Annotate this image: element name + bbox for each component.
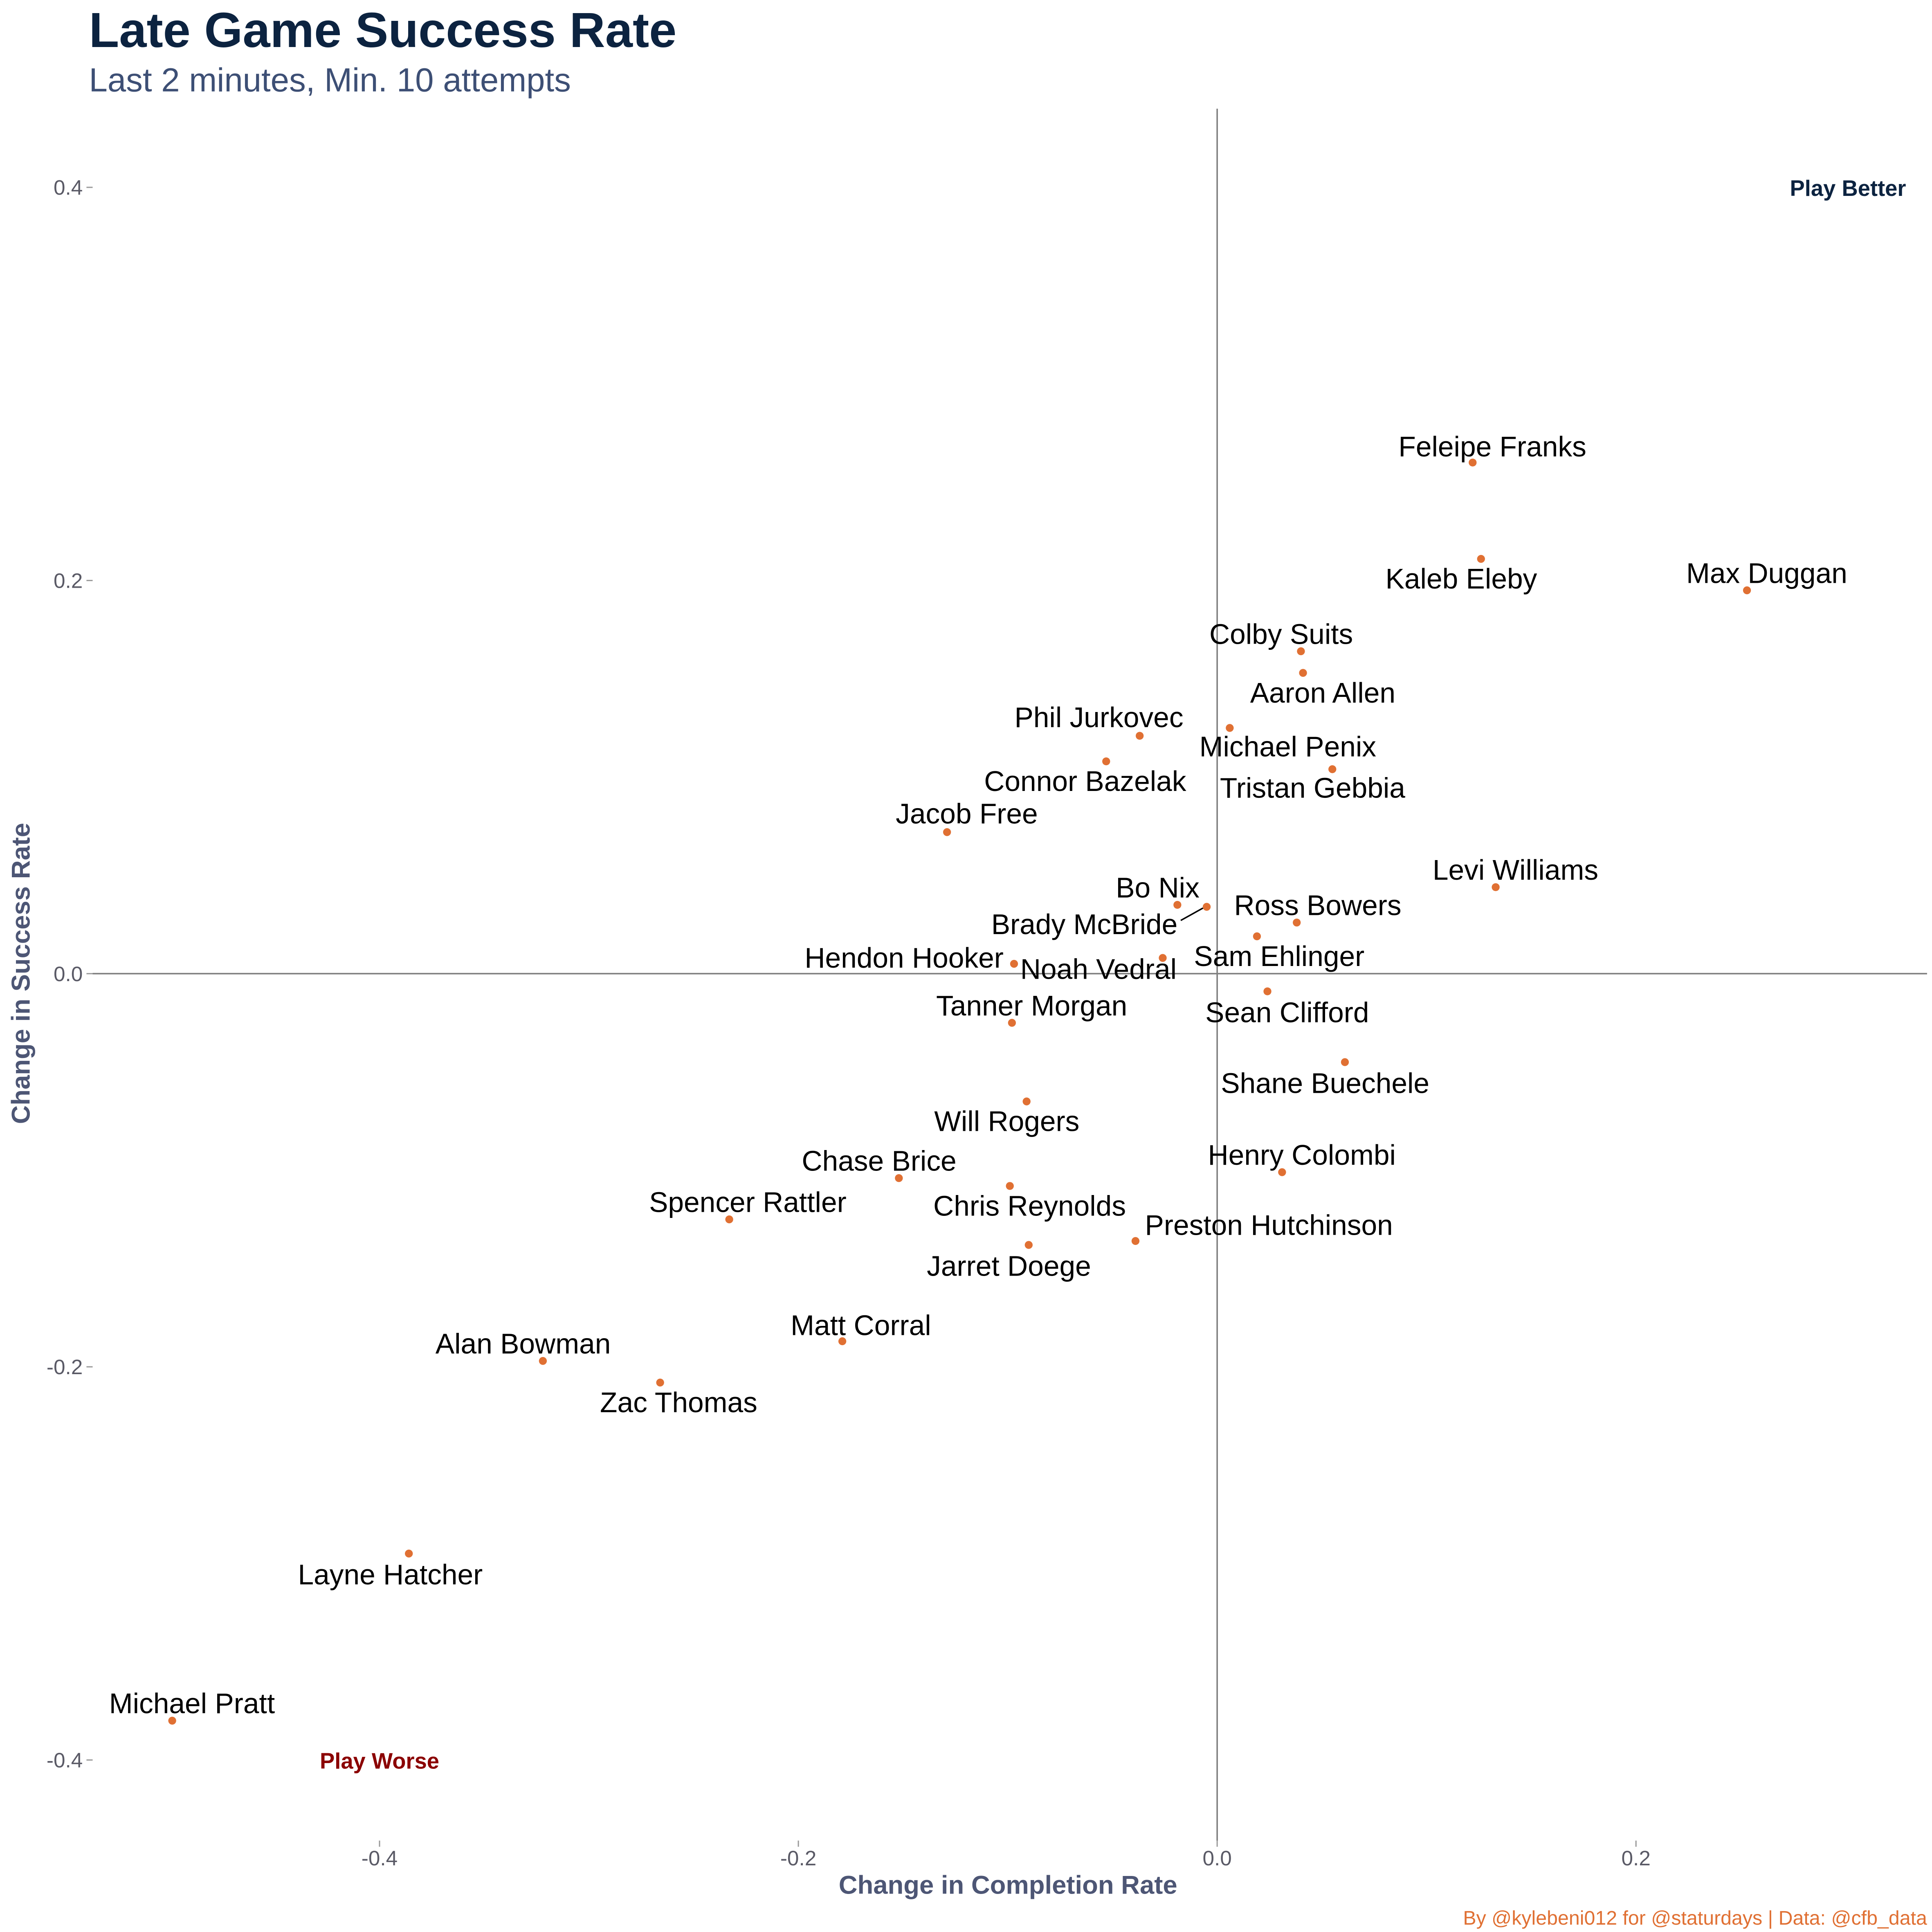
x-tick-label: 0.2 <box>1622 1847 1651 1870</box>
data-point <box>539 1357 547 1365</box>
data-point <box>1102 757 1110 766</box>
data-point <box>1008 1019 1016 1027</box>
caption: By @kylebeni012 for @staturdays | Data: … <box>1463 1907 1927 1929</box>
point-label: Connor Bazelak <box>984 765 1186 797</box>
y-axis-label: Change in Success Rate <box>7 823 35 1124</box>
data-point <box>1477 555 1485 563</box>
point-label: Max Duggan <box>1686 557 1847 589</box>
data-point <box>1226 724 1234 732</box>
point-label: Preston Hutchinson <box>1145 1209 1393 1241</box>
data-point <box>1293 919 1301 927</box>
point-label: Michael Pratt <box>109 1687 275 1719</box>
data-point <box>1341 1058 1349 1066</box>
x-axis-label: Change in Completion Rate <box>839 1871 1177 1899</box>
data-point <box>1299 669 1307 677</box>
data-point <box>943 828 951 836</box>
data-point <box>1278 1168 1286 1176</box>
x-tick-label: 0.0 <box>1202 1847 1231 1870</box>
data-point <box>1024 1241 1033 1249</box>
y-tick-label: -0.2 <box>47 1355 83 1379</box>
data-point <box>1022 1097 1031 1105</box>
quadrant-annotation: Play Better <box>1790 176 1906 201</box>
point-label: Hendon Hooker <box>804 942 1004 974</box>
point-label: Sam Ehlinger <box>1194 940 1364 972</box>
point-label: Alan Bowman <box>436 1328 611 1360</box>
label-leader-line <box>1180 907 1204 921</box>
point-label: Chris Reynolds <box>933 1190 1126 1222</box>
point-label: Phil Jurkovec <box>1014 701 1183 733</box>
data-point <box>725 1215 733 1224</box>
point-label: Henry Colombi <box>1208 1139 1395 1171</box>
point-label: Sean Clifford <box>1205 997 1369 1029</box>
data-point <box>656 1378 664 1387</box>
x-tick-label: -0.2 <box>780 1847 816 1870</box>
point-label: Colby Suits <box>1209 618 1353 650</box>
y-tick-label: 0.2 <box>54 569 83 593</box>
point-label: Noah Vedral <box>1020 953 1177 985</box>
chart-subtitle: Last 2 minutes, Min. 10 attempts <box>89 62 571 99</box>
data-point <box>1328 765 1337 773</box>
data-point <box>1492 883 1500 891</box>
axes: -0.4 -0.2 0.0 0.2 -0.4 -0.2 0.0 0.2 0.4 Play Bett… <box>47 108 1927 1870</box>
data-point <box>1006 1182 1014 1190</box>
point-label: Jarret Doege <box>927 1250 1091 1282</box>
point-label: Jacob Free <box>896 798 1038 830</box>
data-point <box>1131 1237 1140 1245</box>
point-label: Chase Brice <box>802 1145 956 1177</box>
data-point <box>838 1337 847 1346</box>
data-point <box>1263 987 1272 995</box>
y-tick-label: 0.0 <box>54 962 83 986</box>
data-point <box>1202 903 1211 911</box>
point-label: Spencer Rattler <box>649 1186 847 1218</box>
data-point <box>1173 901 1182 909</box>
data-point <box>1010 960 1018 968</box>
point-label: Tanner Morgan <box>936 990 1127 1022</box>
chart-title: Late Game Success Rate <box>89 2 676 58</box>
y-tick-label: 0.4 <box>54 176 83 199</box>
data-point <box>1253 932 1261 941</box>
point-label: Layne Hatcher <box>298 1559 483 1591</box>
point-label: Will Rogers <box>934 1105 1079 1137</box>
point-label: Tristan Gebbia <box>1220 772 1405 804</box>
data-point <box>168 1716 176 1725</box>
y-tick-label: -0.4 <box>47 1749 83 1772</box>
quadrant-annotation: Play Worse <box>320 1749 439 1774</box>
data-point <box>1743 586 1751 595</box>
data-point <box>405 1550 413 1558</box>
point-label: Bo Nix <box>1116 872 1200 903</box>
point-label: Michael Penix <box>1200 730 1376 762</box>
point-label: Brady McBride <box>991 908 1178 940</box>
data-point <box>895 1174 903 1182</box>
point-label: Aaron Allen <box>1250 677 1395 709</box>
point-label: Ross Bowers <box>1234 890 1401 921</box>
data-point <box>1297 647 1305 656</box>
point-label: Zac Thomas <box>600 1386 757 1418</box>
data-point <box>1159 954 1167 962</box>
data-point <box>1469 458 1477 467</box>
point-label: Kaleb Eleby <box>1386 563 1537 595</box>
point-label: Feleipe Franks <box>1398 431 1586 463</box>
point-label: Shane Buechele <box>1221 1067 1429 1099</box>
x-tick-label: -0.4 <box>362 1847 398 1870</box>
data-points: Feleipe Franks Kaleb Eleby Max Duggan Colby… <box>109 431 1847 1725</box>
point-label: Matt Corral <box>791 1309 931 1341</box>
data-point <box>1136 732 1144 740</box>
point-label: Levi Williams <box>1433 854 1598 886</box>
